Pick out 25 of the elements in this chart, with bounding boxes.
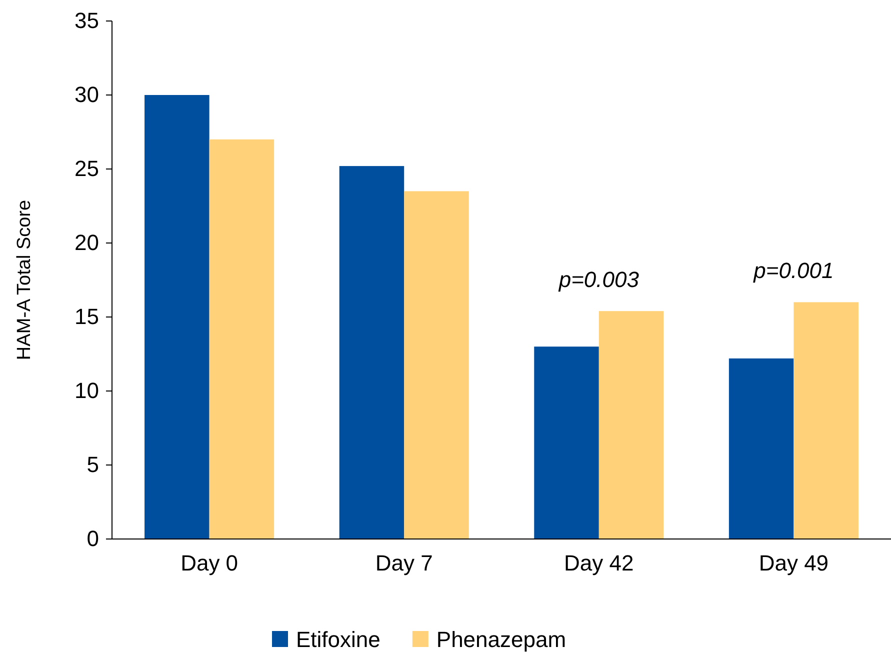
- x-tick-label: Day 0: [180, 550, 238, 576]
- y-tick-label: 30: [74, 82, 99, 108]
- annotation: p=0.001: [752, 258, 834, 284]
- bar: [144, 95, 210, 539]
- legend-label: Phenazepam: [436, 627, 566, 652]
- y-tick-label: 35: [74, 8, 99, 34]
- y-axis-title: HAM-A Total Score: [14, 200, 35, 360]
- bar: [728, 358, 794, 539]
- bar: [209, 139, 274, 539]
- x-tick-label: Day 7: [375, 550, 433, 576]
- legend-label: Etifoxine: [296, 627, 380, 652]
- y-tick-label: 25: [74, 156, 99, 182]
- y-tick-label: 0: [86, 526, 99, 552]
- y-tick-label: 15: [74, 304, 99, 330]
- y-tick-label: 5: [86, 452, 99, 478]
- bar: [794, 302, 858, 539]
- x-tick-label: Day 42: [564, 550, 634, 576]
- y-tick-label: 10: [74, 378, 99, 404]
- bar: [598, 311, 664, 539]
- annotation: p=0.003: [558, 267, 640, 292]
- y-tick-label: 20: [74, 230, 99, 256]
- x-tick-label: Day 49: [758, 550, 829, 576]
- bar: [404, 191, 469, 539]
- bar: [534, 346, 599, 539]
- bar: [339, 166, 404, 539]
